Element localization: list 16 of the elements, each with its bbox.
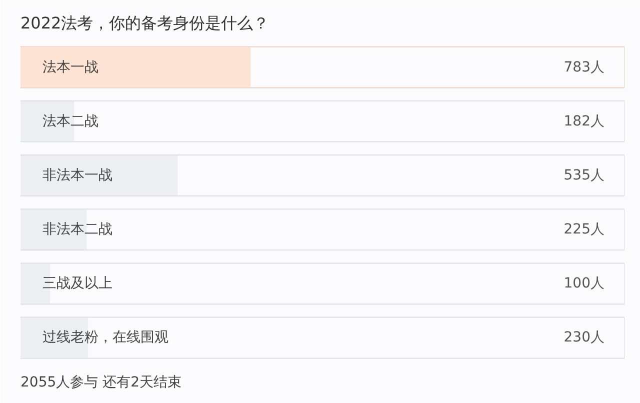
data-label: 783人	[564, 59, 605, 76]
y-tick-label: 三战及以上	[42, 276, 112, 292]
data-label: 225人	[564, 222, 605, 238]
y-tick-label: 法本一战	[42, 59, 98, 76]
bar	[20, 156, 178, 196]
data-label: 182人	[564, 113, 605, 130]
data-label: 230人	[564, 330, 605, 346]
y-tick-label: 法本二战	[42, 113, 98, 130]
y-tick-label: 过线老粉，在线围观	[42, 330, 168, 346]
text: 2055人参与 还有2天结束	[20, 374, 182, 390]
y-tick-label: 非法本一战	[42, 167, 112, 184]
chart-title: 2022法考，你的备考身份是什么？	[20, 14, 270, 32]
y-tick-label: 非法本二战	[42, 222, 112, 238]
data-label: 100人	[564, 276, 605, 292]
bar	[20, 47, 251, 88]
data-label: 535人	[564, 167, 605, 184]
